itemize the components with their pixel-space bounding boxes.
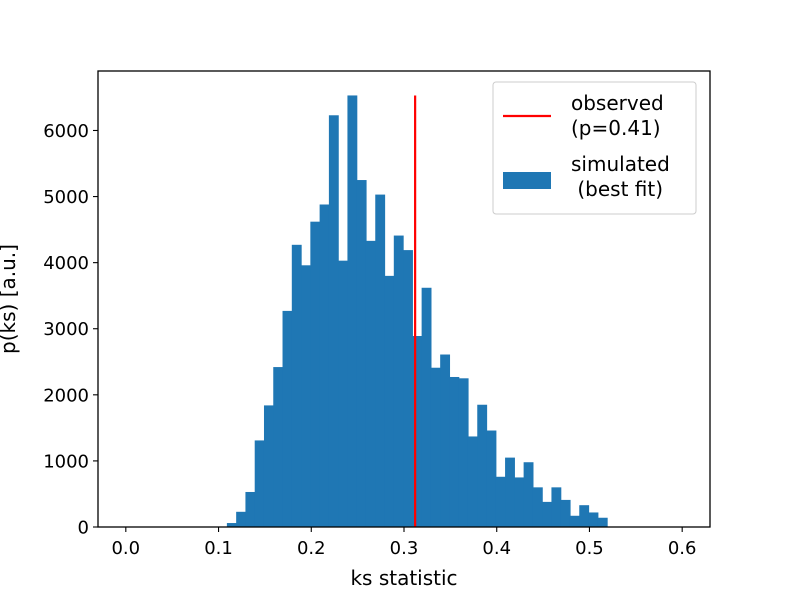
histogram-bar (597, 517, 608, 527)
histogram-bar (226, 523, 237, 527)
histogram-bar (495, 476, 506, 527)
histogram-bar (291, 244, 302, 527)
legend: observed (p=0.41) simulated (best fit) (492, 81, 697, 215)
histogram-bar (440, 354, 451, 527)
x-tick-label: 0.4 (482, 538, 511, 559)
histogram-bar (301, 265, 311, 527)
histogram-bar (551, 487, 562, 527)
histogram-bar (421, 287, 432, 527)
histogram-bar (356, 180, 367, 528)
histogram-bar (486, 430, 497, 527)
y-tick-label: 0 (78, 518, 89, 539)
histogram-bar (347, 95, 358, 527)
y-tick-label: 2000 (43, 385, 89, 406)
histogram-bar (236, 511, 247, 527)
histogram-bar (505, 457, 515, 527)
legend-label-line: (best fit) (571, 177, 663, 201)
histogram-bar (328, 115, 339, 527)
y-tick-label: 6000 (43, 121, 89, 142)
x-tick-label: 0.0 (111, 538, 140, 559)
histogram-bar (375, 194, 386, 527)
histogram-bar (560, 499, 571, 527)
y-tick-label: 4000 (43, 253, 89, 274)
histogram-bar (569, 515, 580, 527)
x-axis-ticks: 0.0 0.1 0.2 0.3 0.4 0.5 0.6 (111, 527, 697, 559)
histogram-bar (412, 336, 423, 527)
histogram-bar (477, 404, 488, 527)
histogram-bar (579, 505, 590, 527)
x-axis-label: ks statistic (350, 566, 457, 590)
histogram-bar (254, 440, 265, 527)
histogram-bar (467, 436, 478, 527)
y-tick-label: 5000 (43, 187, 89, 208)
histogram-bar (393, 235, 404, 527)
histogram-bar (263, 405, 274, 527)
histogram-bar (245, 491, 256, 527)
x-tick-label: 0.1 (204, 538, 233, 559)
histogram-bar (430, 367, 441, 527)
histogram-bar (588, 512, 599, 527)
histogram-bar (319, 204, 330, 527)
histogram-bar (282, 310, 293, 527)
legend-observed-label: observed (p=0.41) (571, 91, 664, 140)
histogram-bar (542, 501, 553, 527)
legend-simulated-swatch (503, 172, 551, 189)
histogram-bar (384, 275, 395, 527)
y-axis-label: p(ks) [a.u.] (0, 244, 20, 354)
x-tick-label: 0.5 (575, 538, 604, 559)
histogram-bar (273, 367, 284, 527)
histogram-bar (514, 477, 525, 527)
x-tick-label: 0.2 (297, 538, 326, 559)
histogram-bar (310, 221, 321, 527)
y-axis-ticks: 0 1000 2000 3000 4000 5000 6000 (43, 121, 98, 539)
histogram-bar (338, 260, 349, 527)
histogram-bar (523, 462, 534, 527)
histogram-bar (532, 487, 543, 527)
x-tick-label: 0.3 (390, 538, 419, 559)
histogram-bar (403, 250, 413, 528)
y-tick-label: 1000 (43, 451, 89, 472)
histogram-bar (365, 240, 376, 527)
histogram-bars (226, 95, 608, 528)
legend-label-line: (p=0.41) (571, 116, 661, 140)
histogram-bar (458, 378, 469, 527)
y-tick-label: 3000 (43, 319, 89, 340)
x-tick-label: 0.6 (668, 538, 697, 559)
legend-simulated-label: simulated (best fit) (571, 152, 670, 201)
legend-label-line: observed (571, 91, 664, 115)
histogram-bar (449, 376, 460, 527)
legend-label-line: simulated (571, 152, 670, 176)
